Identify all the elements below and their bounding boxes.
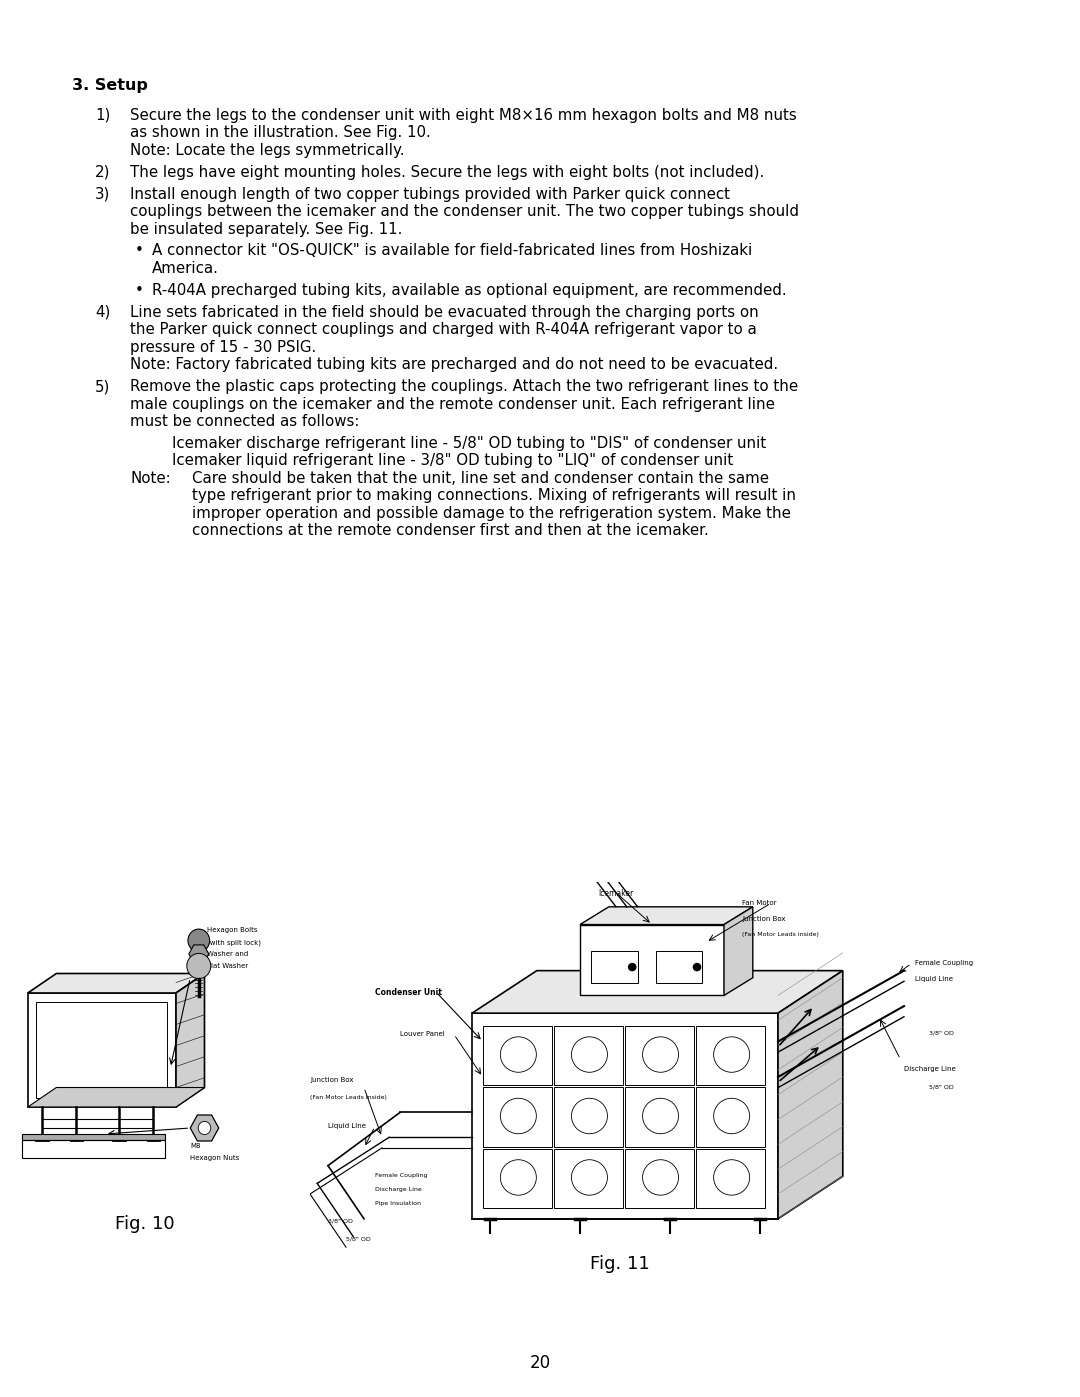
Text: A connector kit "OS-QUICK" is available for field-fabricated lines from Hoshizak: A connector kit "OS-QUICK" is available … xyxy=(152,243,753,258)
Text: connections at the remote condenser first and then at the icemaker.: connections at the remote condenser firs… xyxy=(192,524,708,538)
Text: America.: America. xyxy=(152,261,219,275)
Circle shape xyxy=(187,953,211,979)
Text: The legs have eight mounting holes. Secure the legs with eight bolts (not includ: The legs have eight mounting holes. Secu… xyxy=(130,165,765,180)
Text: Condenser Unit: Condenser Unit xyxy=(375,988,442,997)
Polygon shape xyxy=(22,1134,164,1140)
Polygon shape xyxy=(580,925,724,996)
Text: 3/8" OD: 3/8" OD xyxy=(929,1031,954,1037)
Text: Icemaker liquid refrigerant line - 3/8" OD tubing to "LIQ" of condenser unit: Icemaker liquid refrigerant line - 3/8" … xyxy=(172,454,733,468)
Text: (Fan Motor Leads inside): (Fan Motor Leads inside) xyxy=(742,932,819,936)
Text: type refrigerant prior to making connections. Mixing of refrigerants will result: type refrigerant prior to making connect… xyxy=(192,489,796,503)
Text: Icemaker: Icemaker xyxy=(598,888,633,898)
Text: Discharge Line: Discharge Line xyxy=(904,1066,956,1073)
Text: Note: Factory fabricated tubing kits are precharged and do not need to be evacua: Note: Factory fabricated tubing kits are… xyxy=(130,358,778,372)
Text: R-404A precharged tubing kits, available as optional equipment, are recommended.: R-404A precharged tubing kits, available… xyxy=(152,282,786,298)
Text: Line sets fabricated in the field should be evacuated through the charging ports: Line sets fabricated in the field should… xyxy=(130,305,759,320)
Text: Discharge Line: Discharge Line xyxy=(375,1187,421,1192)
Text: 3/8" OD: 3/8" OD xyxy=(328,1218,353,1224)
Text: couplings between the icemaker and the condenser unit. The two copper tubings sh: couplings between the icemaker and the c… xyxy=(130,204,799,219)
Polygon shape xyxy=(580,907,753,925)
Text: Icemaker discharge refrigerant line - 5/8" OD tubing to "DIS" of condenser unit: Icemaker discharge refrigerant line - 5/… xyxy=(172,436,766,451)
Text: 3. Setup: 3. Setup xyxy=(72,78,148,94)
Circle shape xyxy=(692,963,701,971)
Circle shape xyxy=(627,963,636,971)
Text: male couplings on the icemaker and the remote condenser unit. Each refrigerant l: male couplings on the icemaker and the r… xyxy=(130,397,774,412)
Text: be insulated separately. See Fig. 11.: be insulated separately. See Fig. 11. xyxy=(130,222,403,236)
Text: 1): 1) xyxy=(95,108,110,123)
Text: Female Coupling: Female Coupling xyxy=(375,1172,428,1178)
Text: (Fan Motor Leads inside): (Fan Motor Leads inside) xyxy=(310,1095,387,1099)
Text: Liquid Line: Liquid Line xyxy=(915,977,953,982)
Text: Pipe Insulation: Pipe Insulation xyxy=(375,1201,421,1206)
Text: as shown in the illustration. See Fig. 10.: as shown in the illustration. See Fig. 1… xyxy=(130,126,431,140)
Text: 5): 5) xyxy=(95,379,110,394)
Text: (with split lock): (with split lock) xyxy=(207,939,261,946)
Text: Washer and: Washer and xyxy=(207,951,248,957)
Text: Fig. 11: Fig. 11 xyxy=(590,1255,650,1273)
Text: Hexagon Bolts: Hexagon Bolts xyxy=(207,928,258,933)
Text: improper operation and possible damage to the refrigeration system. Make the: improper operation and possible damage t… xyxy=(192,506,791,521)
Text: Note: Locate the legs symmetrically.: Note: Locate the legs symmetrically. xyxy=(130,142,405,158)
Text: Fig. 10: Fig. 10 xyxy=(114,1215,175,1234)
Text: Secure the legs to the condenser unit with eight M8×16 mm hexagon bolts and M8 n: Secure the legs to the condenser unit wi… xyxy=(130,108,797,123)
Text: 4): 4) xyxy=(95,305,110,320)
Text: Note:: Note: xyxy=(130,471,171,486)
Text: Louver Panel: Louver Panel xyxy=(400,1031,445,1037)
Polygon shape xyxy=(472,971,842,1013)
Text: Install enough length of two copper tubings provided with Parker quick connect: Install enough length of two copper tubi… xyxy=(130,187,730,201)
Text: •: • xyxy=(135,243,144,258)
Text: Fan Motor: Fan Motor xyxy=(742,900,777,905)
Polygon shape xyxy=(28,993,176,1106)
Text: 5/8" OD: 5/8" OD xyxy=(346,1236,370,1242)
Text: M8: M8 xyxy=(190,1143,201,1148)
Polygon shape xyxy=(28,974,204,993)
Text: •: • xyxy=(135,282,144,298)
Text: Female Coupling: Female Coupling xyxy=(915,960,973,965)
Text: Hexagon Nuts: Hexagon Nuts xyxy=(190,1155,240,1161)
Polygon shape xyxy=(176,974,204,1106)
Text: pressure of 15 - 30 PSIG.: pressure of 15 - 30 PSIG. xyxy=(130,339,316,355)
Polygon shape xyxy=(472,1013,778,1218)
Text: the Parker quick connect couplings and charged with R-404A refrigerant vapor to : the Parker quick connect couplings and c… xyxy=(130,323,757,337)
Text: Care should be taken that the unit, line set and condenser contain the same: Care should be taken that the unit, line… xyxy=(192,471,769,486)
Polygon shape xyxy=(28,1087,204,1106)
Circle shape xyxy=(188,929,210,951)
Text: must be connected as follows:: must be connected as follows: xyxy=(130,414,360,429)
Text: Flat Washer: Flat Washer xyxy=(207,963,248,970)
Text: 3): 3) xyxy=(95,187,110,201)
Polygon shape xyxy=(778,971,842,1218)
Circle shape xyxy=(199,1122,211,1134)
Polygon shape xyxy=(724,907,753,996)
Text: 2): 2) xyxy=(95,165,110,180)
Text: Remove the plastic caps protecting the couplings. Attach the two refrigerant lin: Remove the plastic caps protecting the c… xyxy=(130,379,798,394)
Text: Junction Box: Junction Box xyxy=(310,1077,353,1083)
Text: Liquid Line: Liquid Line xyxy=(328,1123,366,1129)
Text: 5/8" OD: 5/8" OD xyxy=(929,1084,954,1090)
Text: 20: 20 xyxy=(529,1354,551,1372)
Text: Junction Box: Junction Box xyxy=(742,915,785,922)
